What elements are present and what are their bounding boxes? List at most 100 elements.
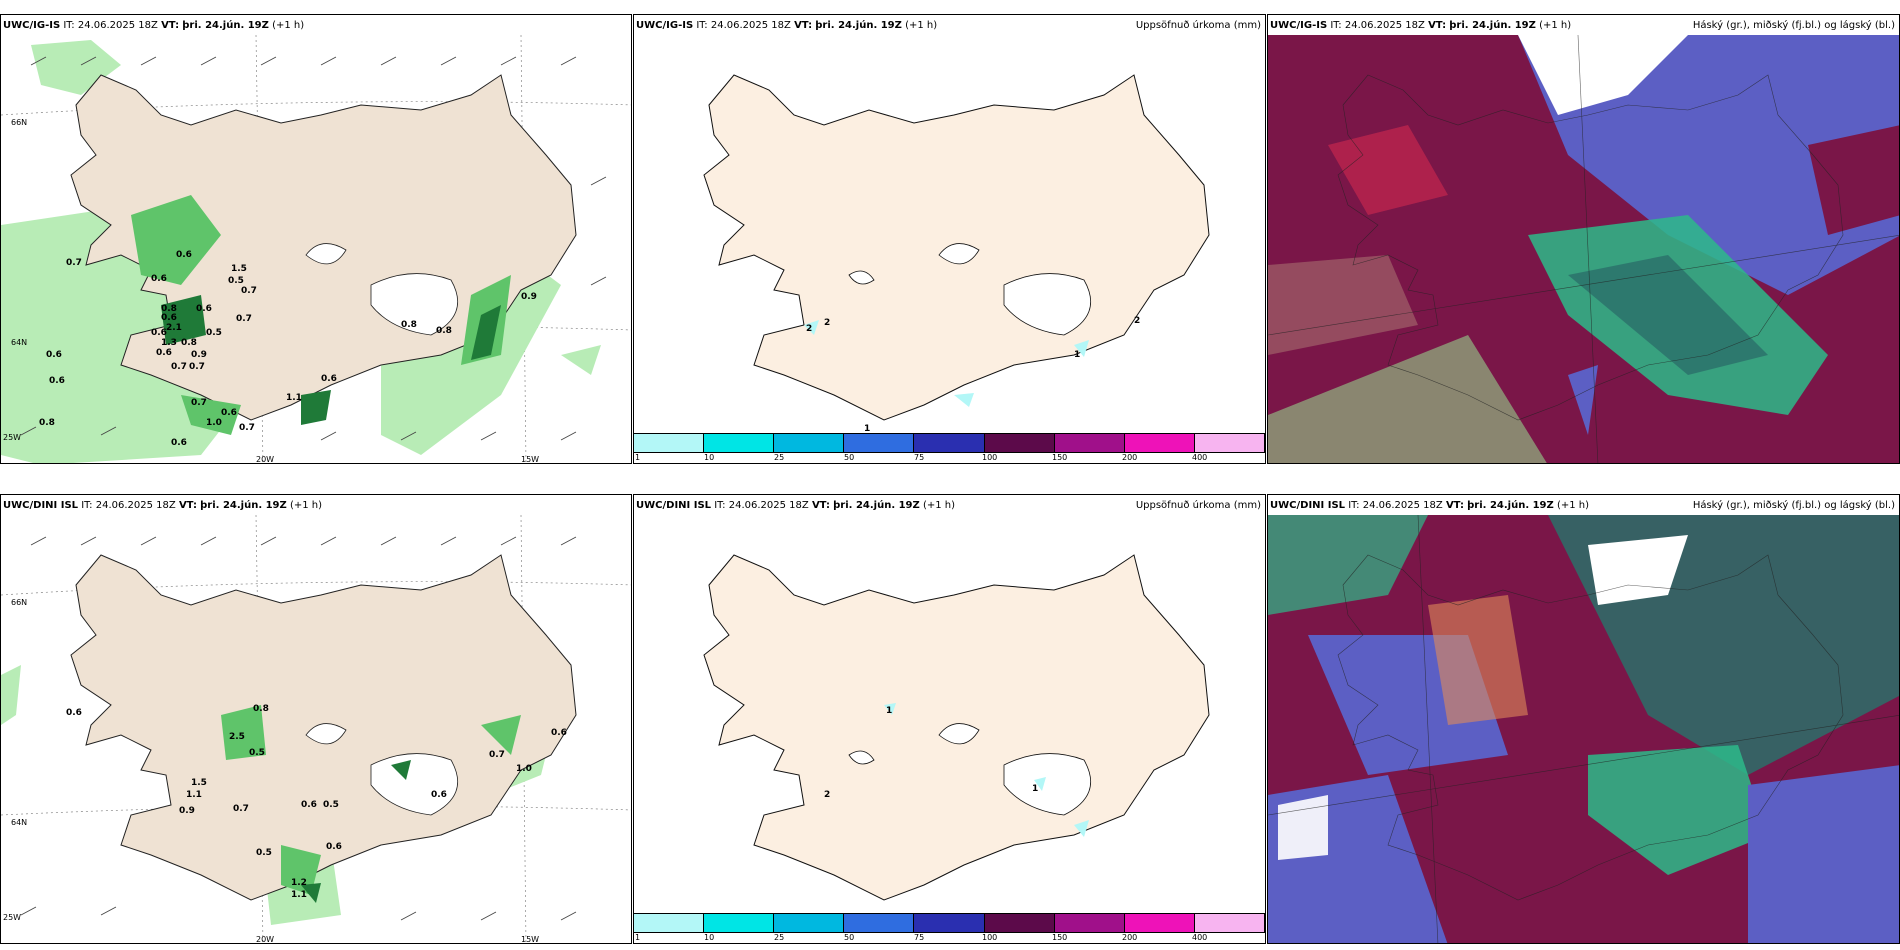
- precip-label: 0.9: [191, 350, 207, 360]
- precip-label: 1.1: [291, 890, 307, 900]
- legend-tick: 200: [1122, 453, 1138, 462]
- precip-label: 1.5: [191, 778, 207, 788]
- precip-label: 1.2: [291, 878, 307, 888]
- precip-label: 0.5: [256, 848, 272, 858]
- lat-label-64n: 64N: [11, 338, 27, 347]
- precip-label: 0.7: [239, 423, 255, 433]
- precip-label: 0.6: [49, 376, 65, 386]
- precip-label: 0.5: [228, 276, 244, 286]
- precip-label: 0.7: [236, 314, 252, 324]
- precip-label: 0.9: [521, 292, 537, 302]
- precip-label: 1.3: [161, 338, 177, 348]
- panel-header: UWC/DINI ISL IT: 24.06.2025 18Z VT: þri.…: [3, 500, 323, 511]
- legend-ticks: 1 10 25 50 75 100 150 200 400: [634, 933, 1265, 943]
- accum-label: 1: [1074, 350, 1080, 360]
- precip-label: 0.7: [66, 258, 82, 268]
- panel-subtitle: Uppsöfnuð úrkoma (mm): [1135, 20, 1261, 31]
- precip-label: 0.6: [66, 708, 82, 718]
- legend-tick: 1: [635, 933, 641, 942]
- precip-label: 0.8: [39, 418, 55, 428]
- legend-swatch: [914, 434, 985, 452]
- precip-label: 1.5: [231, 264, 247, 274]
- precip-label: 0.6: [176, 250, 192, 260]
- legend-swatch: [704, 434, 775, 452]
- legend-tick: 400: [1192, 933, 1208, 942]
- precip-label: 0.5: [249, 748, 265, 758]
- precip-label: 0.6: [301, 800, 317, 810]
- precip-label: 0.5: [206, 328, 222, 338]
- panel-header: UWC/IG-IS IT: 24.06.2025 18Z VT: þri. 24…: [1270, 20, 1572, 31]
- precip-label: 0.8: [161, 304, 177, 314]
- precip-label: 0.7: [171, 362, 187, 372]
- precip-label: 0.8: [436, 326, 452, 336]
- precip-label: 2.5: [229, 732, 245, 742]
- panel-header: UWC/IG-IS IT: 24.06.2025 18Z VT: þri. 24…: [636, 20, 938, 31]
- precip-label: 0.6: [46, 350, 62, 360]
- legend-ticks: 1 10 25 50 75 100 150 200 400: [634, 453, 1265, 463]
- precip-label: 0.6: [161, 313, 177, 323]
- legend-tick: 150: [1052, 453, 1068, 462]
- panel-subtitle: Uppsöfnuð úrkoma (mm): [1135, 500, 1261, 511]
- precip-label: 1.0: [516, 764, 532, 774]
- precip-label: 0.8: [401, 320, 417, 330]
- lon-label-15w: 15W: [521, 455, 539, 464]
- precip-label: 0.7: [241, 286, 257, 296]
- precip-label: 0.5: [323, 800, 339, 810]
- precip-label: 0.6: [431, 790, 447, 800]
- precip-label: 0.6: [326, 842, 342, 852]
- precip-label: 0.8: [181, 338, 197, 348]
- legend-swatch: [984, 434, 1055, 452]
- legend-swatch: [1124, 434, 1195, 452]
- precip-legend: 1 10 25 50 75 100 150 200 400: [634, 433, 1265, 463]
- panel-subtitle: Háský (gr.), miðský (fj.bl.) og lágský (…: [1692, 500, 1895, 511]
- accum-label: 2: [1134, 316, 1140, 326]
- legend-tick: 150: [1052, 933, 1068, 942]
- panel-accum-precip-bottom: UWC/DINI ISL IT: 24.06.2025 18Z VT: þri.…: [633, 494, 1266, 944]
- legend-swatch: [844, 434, 915, 452]
- legend-swatch: [1054, 914, 1125, 932]
- precip-label: 0.6: [221, 408, 237, 418]
- legend-tick: 10: [704, 933, 715, 942]
- precip-label: 0.6: [551, 728, 567, 738]
- accum-label: 2: [824, 790, 830, 800]
- legend-tick: 75: [914, 933, 925, 942]
- legend-swatch: [844, 914, 915, 932]
- accum-label: 1: [886, 706, 892, 716]
- precip-legend: 1 10 25 50 75 100 150 200 400: [634, 913, 1265, 943]
- accum-label: 1: [864, 424, 870, 433]
- precip-label: 0.8: [253, 704, 269, 714]
- accum-label: 1: [1032, 784, 1038, 794]
- legend-tick: 100: [982, 453, 998, 462]
- legend-swatch: [914, 914, 985, 932]
- accum-label: 2: [806, 324, 812, 334]
- legend-tick: 100: [982, 933, 998, 942]
- panel-subtitle: Háský (gr.), miðský (fj.bl.) og lágský (…: [1692, 20, 1895, 31]
- lon-label-20w: 20W: [256, 455, 274, 464]
- legend-swatch: [774, 914, 845, 932]
- precip-wind-map: 66N 64N 25W 20W 15W 0.7 0.6 1.5 0.5 0.7 …: [1, 35, 631, 464]
- panel-header: UWC/IG-IS IT: 24.06.2025 18Z VT: þri. 24…: [3, 20, 305, 31]
- legend-swatch: [634, 434, 705, 452]
- precip-label: 0.6: [151, 274, 167, 284]
- panel-accum-precip-top: UWC/IG-IS IT: 24.06.2025 18Z VT: þri. 24…: [633, 14, 1266, 464]
- legend-tick: 75: [914, 453, 925, 462]
- legend-swatch: [1054, 434, 1125, 452]
- cloud-cover-map: [1268, 35, 1899, 463]
- legend-swatch: [704, 914, 775, 932]
- precip-label: 0.7: [189, 362, 205, 372]
- precip-label: 0.7: [191, 398, 207, 408]
- legend-tick: 50: [844, 933, 855, 942]
- precip-wind-map: 66N 64N 25W 20W 15W 0.6 0.8 2.5 0.5 1.5 …: [1, 515, 631, 944]
- panel-cloud-cover-bottom: UWC/DINI ISL IT: 24.06.2025 18Z VT: þri.…: [1267, 494, 1900, 944]
- accum-label: 2: [824, 318, 830, 328]
- lon-label-20w: 20W: [256, 935, 274, 944]
- legend-swatch: [634, 914, 705, 932]
- precip-label: 1.1: [286, 393, 302, 403]
- lat-label-64n: 64N: [11, 818, 27, 827]
- precip-label: 0.6: [156, 348, 172, 358]
- legend-tick: 25: [774, 933, 785, 942]
- panel-header: UWC/DINI ISL IT: 24.06.2025 18Z VT: þri.…: [1270, 500, 1590, 511]
- legend-tick: 1: [635, 453, 641, 462]
- panel-precip-wind-bottom: UWC/DINI ISL IT: 24.06.2025 18Z VT: þri.…: [0, 494, 632, 944]
- legend-swatch: [1194, 914, 1265, 932]
